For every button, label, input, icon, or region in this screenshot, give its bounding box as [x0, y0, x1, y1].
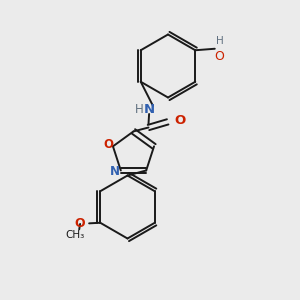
Text: O: O: [174, 113, 185, 127]
Text: CH₃: CH₃: [65, 230, 84, 240]
Text: H: H: [216, 36, 224, 46]
Text: N: N: [110, 166, 120, 178]
Text: O: O: [103, 138, 113, 151]
Text: H: H: [135, 103, 144, 116]
Text: O: O: [214, 50, 224, 63]
Text: O: O: [75, 217, 85, 230]
Text: N: N: [143, 103, 155, 116]
